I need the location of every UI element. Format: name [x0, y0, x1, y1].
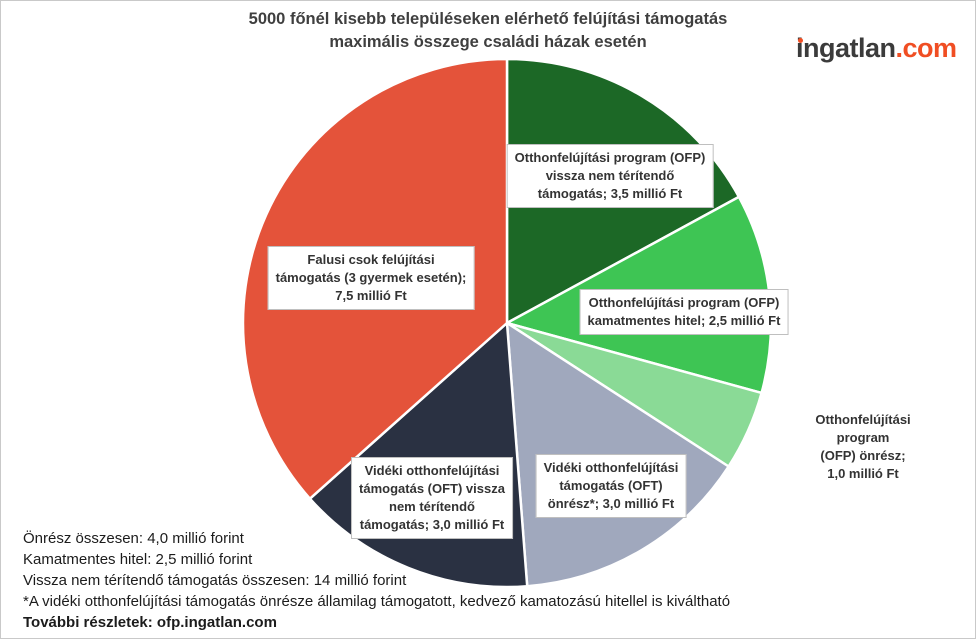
chart-title: 5000 főnél kisebb településeken elérhető…	[248, 10, 728, 51]
footnote-interest-free-loan: Kamatmentes hitel: 2,5 millió forint	[23, 551, 253, 568]
logo-tld: .com	[895, 33, 958, 63]
slice-label-oft-own-share: Vidéki otthonfelújítási támogatás (OFT) …	[535, 454, 687, 518]
footnote-more-details-url: További részletek: ofp.ingatlan.com	[23, 614, 277, 631]
ingatlan-logo: ingatlan .com	[796, 32, 957, 64]
footnote-asterisk-note: *A vidéki otthonfelújítási támogatás önr…	[23, 593, 731, 610]
slice-label-ofp-own-share: Otthonfelújítási program (OFP) önrész; 1…	[815, 412, 911, 481]
slice-label-oft-grant: Vidéki otthonfelújítási támogatás (OFT) …	[351, 457, 513, 539]
footnote-own-share-total: Önrész összesen: 4,0 millió forint	[23, 530, 244, 547]
logo-name: ingatlan	[796, 33, 896, 63]
footnotes: Önrész összesen: 4,0 millió forint Kamat…	[23, 528, 730, 633]
slice-label-ofp-grant: Otthonfelújítási program (OFP) vissza ne…	[506, 144, 714, 208]
footnote-grant-total: Vissza nem térítendő támogatás összesen:…	[23, 572, 407, 589]
slice-label-falusi-csok: Falusi csok felújítási támogatás (3 gyer…	[267, 246, 475, 310]
logo-i-dot	[797, 37, 803, 43]
slice-label-ofp-loan: Otthonfelújítási program (OFP) kamatment…	[579, 289, 789, 335]
